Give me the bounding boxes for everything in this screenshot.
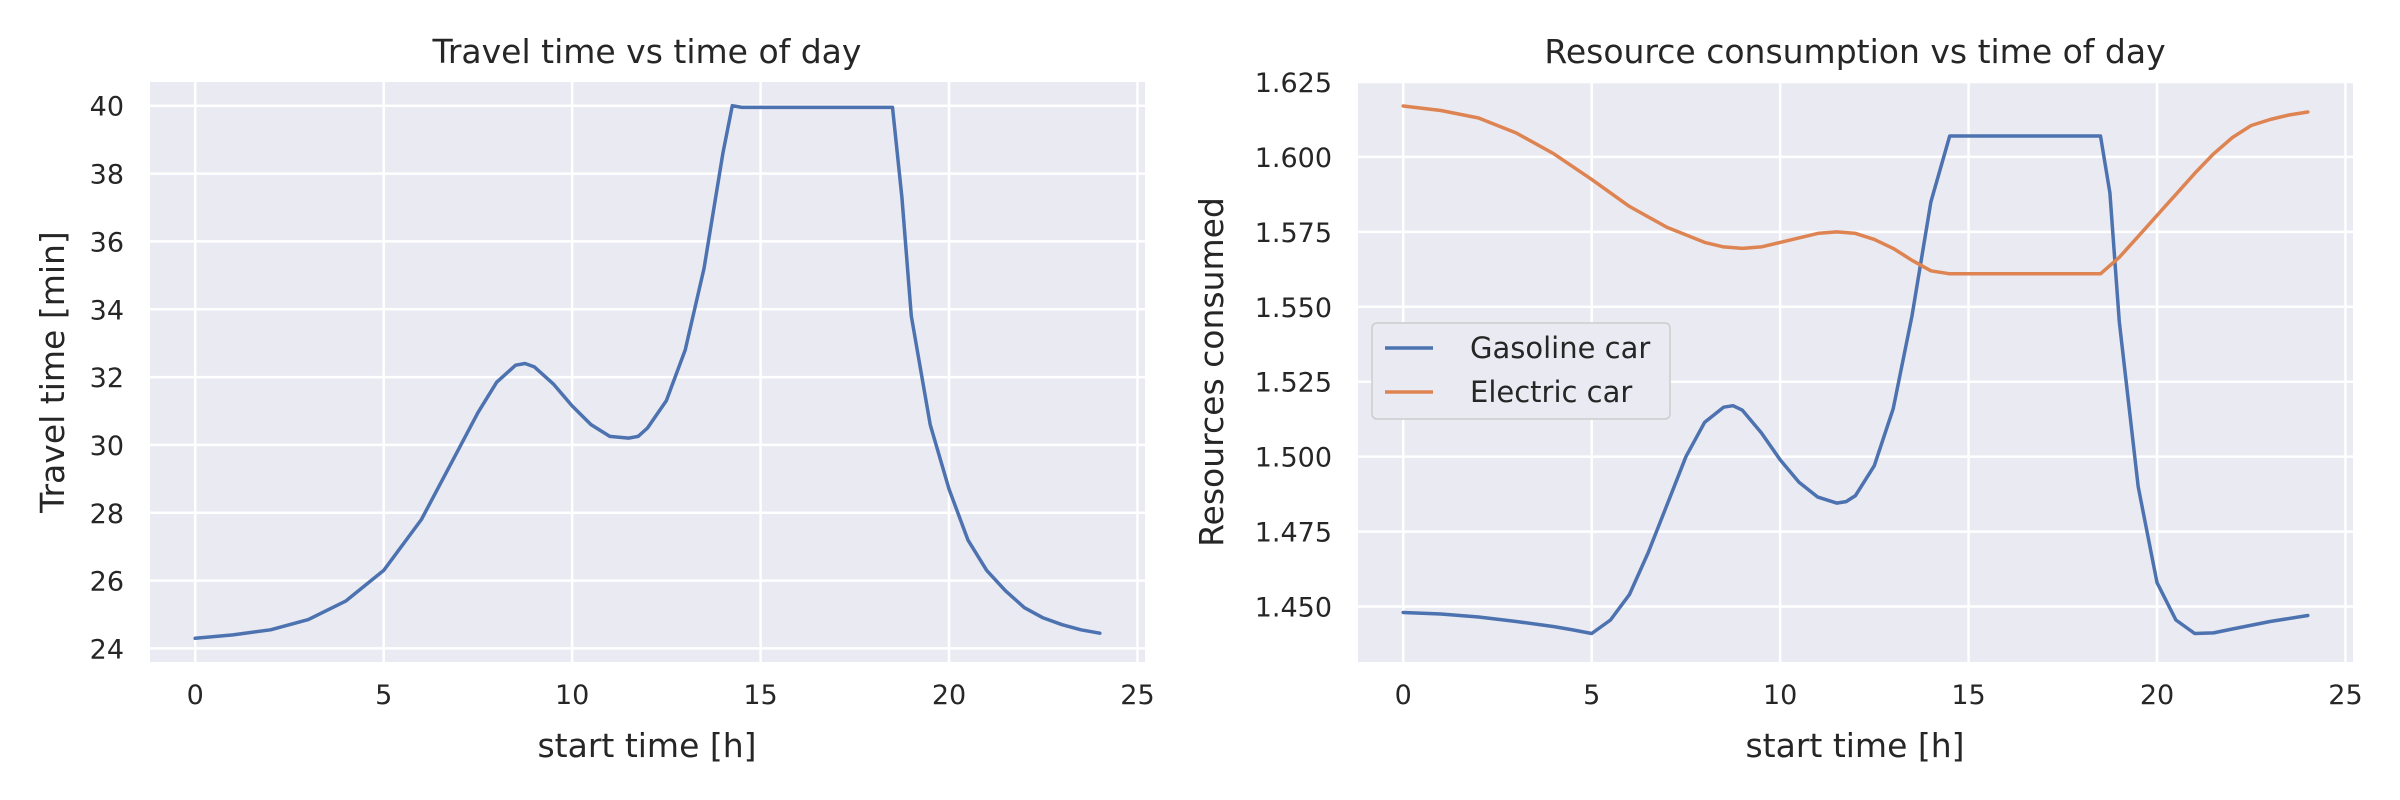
y-tick-label: 1.550: [1255, 293, 1332, 324]
gasoline-car-line: [1401, 134, 2310, 636]
x-tick-label: 15: [1951, 680, 1985, 711]
legend-label-gasoline: Gasoline car: [1470, 331, 1650, 365]
series-lines: [1401, 104, 2310, 636]
y-tick-label: 26: [90, 567, 124, 598]
y-tick-label: 1.450: [1255, 593, 1332, 624]
y-tick-label: 1.575: [1255, 218, 1332, 249]
plot-area: [150, 82, 1145, 662]
legend: Gasoline car Electric car: [1371, 322, 1671, 420]
y-tick-label: 24: [90, 634, 124, 665]
y-tick-label: 38: [90, 160, 124, 191]
y-tick-label: 1.600: [1255, 143, 1332, 174]
grid-lines: [150, 82, 1145, 662]
y-axis-label: Travel time [min]: [33, 231, 72, 514]
x-tick-label: 20: [2140, 680, 2174, 711]
y-tick-label: 32: [90, 363, 124, 394]
x-tick-label: 25: [2328, 680, 2362, 711]
x-tick-labels: 0 5 10 15 20 25: [1395, 680, 2363, 711]
x-tick-label: 0: [1395, 680, 1412, 711]
x-tick-label: 15: [743, 680, 777, 711]
series-0-line: [193, 103, 1102, 641]
travel-time-chart: 0 5 10 15 20 25 24 26 28 30 32 34 36 38 40 Travel tim…: [33, 32, 1155, 765]
x-tick-label: 5: [375, 680, 392, 711]
x-tick-label: 25: [1120, 680, 1154, 711]
series-lines: [193, 103, 1102, 641]
electric-car-line: [1401, 104, 2310, 276]
legend-box: [1371, 322, 1671, 420]
x-tick-labels: 0 5 10 15 20 25: [187, 680, 1155, 711]
y-tick-label: 28: [90, 499, 124, 530]
y-tick-labels: 24 26 28 30 32 34 36 38 40: [90, 92, 124, 666]
x-tick-label: 10: [1763, 680, 1797, 711]
chart-title: Resource consumption vs time of day: [1544, 32, 2165, 71]
x-tick-label: 5: [1583, 680, 1600, 711]
x-tick-label: 10: [555, 680, 589, 711]
y-tick-labels: 1.450 1.475 1.500 1.525 1.550 1.575 1.600 1.625: [1255, 68, 1332, 624]
y-tick-label: 1.625: [1255, 68, 1332, 99]
y-tick-label: 1.525: [1255, 368, 1332, 399]
y-tick-label: 36: [90, 227, 124, 258]
y-tick-label: 1.475: [1255, 518, 1332, 549]
y-tick-label: 30: [90, 431, 124, 462]
y-tick-label: 40: [90, 92, 124, 123]
x-tick-label: 0: [187, 680, 204, 711]
x-axis-label: start time [h]: [1745, 726, 1964, 765]
y-tick-label: 34: [90, 295, 124, 326]
y-axis-label: Resources consumed: [1192, 197, 1231, 547]
x-tick-label: 20: [932, 680, 966, 711]
chart-title: Travel time vs time of day: [432, 32, 862, 71]
resource-consumption-chart: 0 5 10 15 20 25 1.450 1.475 1.500 1.525 1.550 1.57…: [1192, 32, 2363, 765]
x-axis-label: start time [h]: [537, 726, 756, 765]
legend-label-electric: Electric car: [1470, 375, 1632, 409]
y-tick-label: 1.500: [1255, 443, 1332, 474]
